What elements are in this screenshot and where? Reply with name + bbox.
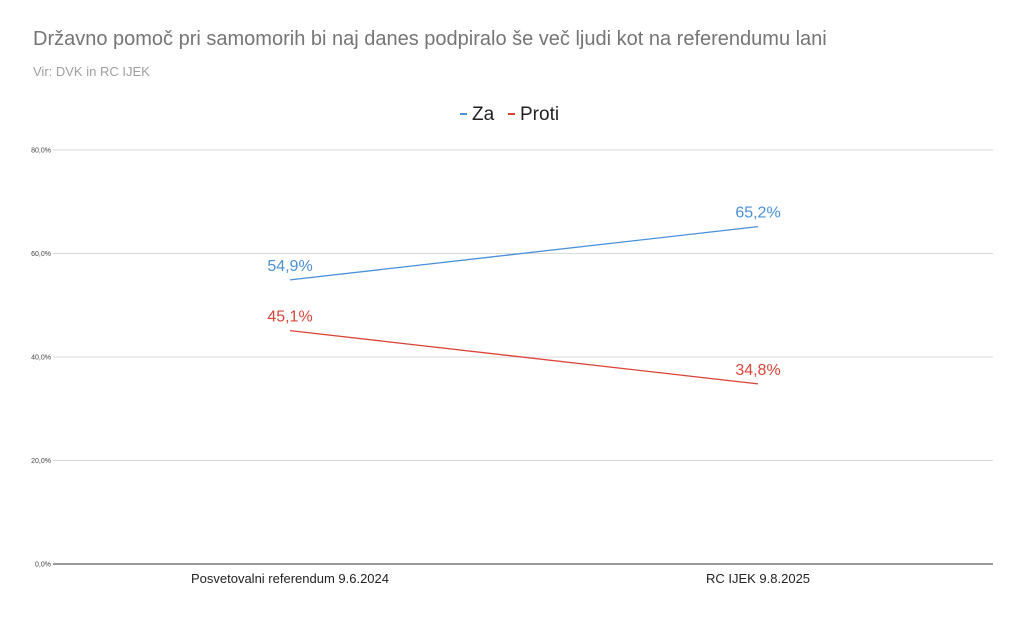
x-category-label: Posvetovalni referendum 9.6.2024	[191, 571, 389, 586]
y-tick-label: 0,0%	[35, 562, 51, 569]
y-tick-label: 20,0%	[31, 458, 51, 465]
data-label: 34,8%	[735, 362, 780, 379]
data-label: 45,1%	[267, 309, 312, 326]
y-tick-label: 80,0%	[31, 148, 51, 155]
chart-subtitle: Vir: DVK in RC IJEK	[33, 64, 150, 79]
legend-label: Proti	[520, 104, 559, 125]
data-label: 54,9%	[267, 258, 312, 275]
x-category-label: RC IJEK 9.8.2025	[706, 571, 810, 586]
chart-title: Državno pomoč pri samomorih bi naj danes…	[33, 28, 827, 50]
y-tick-label: 60,0%	[31, 251, 51, 258]
series-lines	[289, 225, 759, 385]
data-labels: 54,9% 65,2% 45,1% 34,8%	[267, 205, 780, 379]
series-line-za	[289, 225, 759, 281]
series-line-proti	[289, 329, 759, 385]
x-axis-categories: Posvetovalni referendum 9.6.2024 RC IJEK …	[191, 571, 810, 586]
data-label: 65,2%	[735, 205, 780, 222]
y-axis-ticks: 0,0% 20,0% 40,0% 60,0% 80,0%	[31, 148, 51, 569]
y-tick-label: 40,0%	[31, 355, 51, 362]
legend-label: Za	[472, 104, 495, 125]
legend: Za Proti	[460, 104, 559, 125]
